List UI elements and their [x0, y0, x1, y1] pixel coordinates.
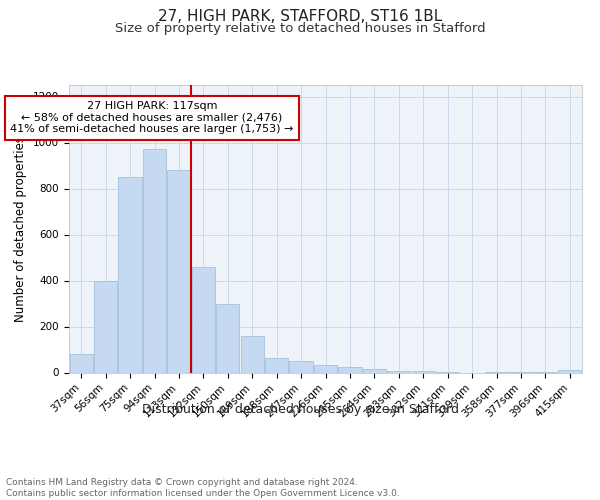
- Y-axis label: Number of detached properties: Number of detached properties: [14, 136, 28, 322]
- Bar: [363, 370, 386, 372]
- Bar: [558, 370, 581, 372]
- Bar: [216, 304, 239, 372]
- Bar: [338, 368, 362, 372]
- Bar: [192, 266, 215, 372]
- Bar: [167, 170, 191, 372]
- Bar: [241, 336, 264, 372]
- Bar: [314, 365, 337, 372]
- Bar: [94, 280, 117, 372]
- Bar: [118, 177, 142, 372]
- Text: 27, HIGH PARK, STAFFORD, ST16 1BL: 27, HIGH PARK, STAFFORD, ST16 1BL: [158, 9, 442, 24]
- Bar: [289, 361, 313, 372]
- Text: Contains HM Land Registry data © Crown copyright and database right 2024.
Contai: Contains HM Land Registry data © Crown c…: [6, 478, 400, 498]
- Bar: [265, 358, 288, 372]
- Bar: [70, 354, 93, 372]
- Text: Distribution of detached houses by size in Stafford: Distribution of detached houses by size …: [142, 402, 458, 415]
- Text: 27 HIGH PARK: 117sqm
← 58% of detached houses are smaller (2,476)
41% of semi-de: 27 HIGH PARK: 117sqm ← 58% of detached h…: [10, 101, 294, 134]
- Bar: [143, 150, 166, 372]
- Text: Size of property relative to detached houses in Stafford: Size of property relative to detached ho…: [115, 22, 485, 35]
